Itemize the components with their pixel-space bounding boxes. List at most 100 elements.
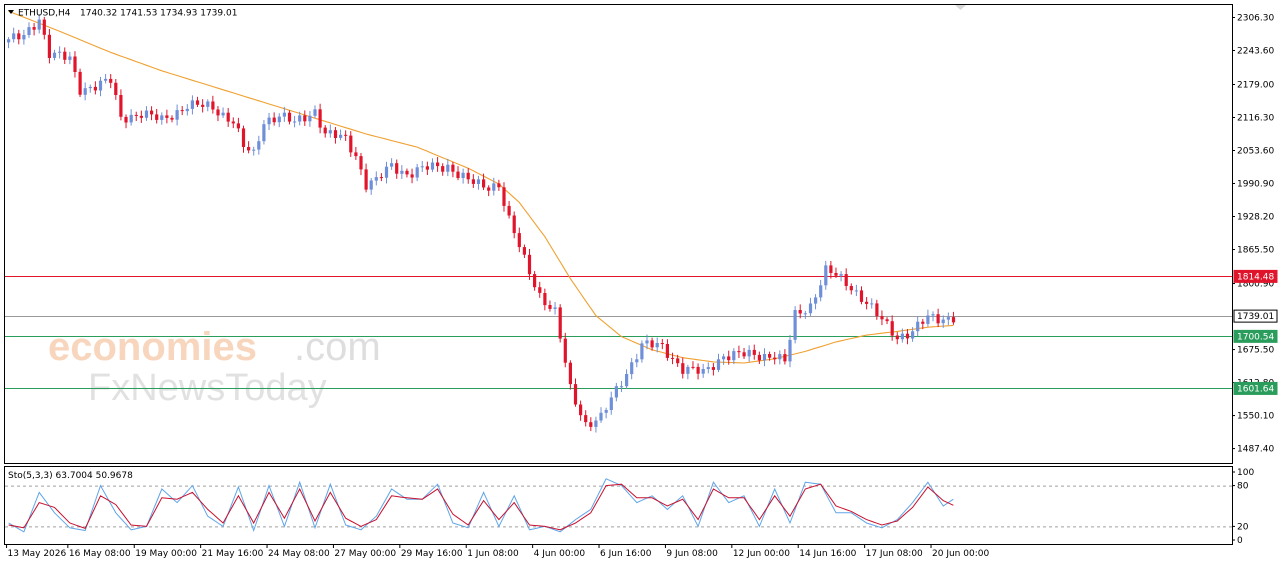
candle bbox=[916, 316, 920, 337]
candle-body bbox=[660, 343, 664, 344]
candle bbox=[47, 29, 51, 64]
time-tick-label: 14 Jun 16:00 bbox=[799, 549, 856, 559]
candle bbox=[875, 299, 879, 320]
candle bbox=[522, 244, 526, 258]
candle-body bbox=[160, 115, 164, 120]
candle bbox=[420, 161, 424, 173]
candle bbox=[124, 114, 128, 129]
candle bbox=[446, 158, 450, 177]
candle-body bbox=[318, 109, 322, 128]
candle bbox=[93, 81, 97, 95]
time-tick-label: 24 May 08:00 bbox=[268, 549, 330, 559]
candle bbox=[400, 165, 404, 179]
candle-body bbox=[727, 356, 731, 361]
candle bbox=[737, 345, 741, 358]
candle-body bbox=[533, 274, 537, 288]
candle bbox=[293, 115, 297, 128]
candle bbox=[52, 49, 57, 61]
watermark-dotcom: .com bbox=[294, 325, 381, 369]
candle bbox=[819, 279, 823, 302]
candle-body bbox=[834, 273, 838, 276]
candle-body bbox=[369, 180, 373, 190]
candle bbox=[589, 417, 593, 432]
stochastic-oscillator: 100 80 20 0 bbox=[5, 468, 1254, 546]
candle bbox=[114, 78, 118, 100]
candle bbox=[226, 107, 230, 127]
candle bbox=[533, 271, 537, 291]
candle-body bbox=[645, 340, 649, 344]
candle-body bbox=[78, 71, 82, 95]
price-tick-label: 1990.90 bbox=[1237, 180, 1274, 190]
candle bbox=[676, 354, 680, 367]
candle bbox=[63, 47, 67, 65]
candle bbox=[568, 360, 572, 390]
candle bbox=[543, 288, 547, 311]
candle-body bbox=[916, 321, 920, 332]
candle-body bbox=[277, 116, 281, 123]
candle-body bbox=[522, 247, 526, 255]
stochastic-main-line bbox=[8, 478, 954, 533]
candle bbox=[7, 37, 11, 49]
price-tick-label: 1865.50 bbox=[1237, 246, 1274, 256]
candle bbox=[134, 111, 138, 122]
candle bbox=[640, 340, 644, 363]
candle-body bbox=[691, 366, 695, 368]
candle bbox=[773, 351, 777, 365]
candle-body bbox=[247, 147, 251, 151]
candle-body bbox=[655, 343, 659, 348]
candle bbox=[195, 96, 200, 107]
candle bbox=[313, 105, 317, 119]
candle-body bbox=[783, 354, 787, 362]
candle bbox=[778, 350, 782, 365]
candle-body bbox=[267, 117, 271, 125]
price-axis: 2306.30 2243.60 2179.00 2116.30 2053.60 1990.… bbox=[1232, 13, 1278, 455]
candle bbox=[175, 104, 179, 126]
candle bbox=[482, 173, 486, 191]
candle-body bbox=[328, 130, 332, 134]
candle bbox=[211, 95, 215, 114]
level-price-tag-label: 1700.54 bbox=[1237, 332, 1274, 342]
candle-body bbox=[293, 121, 297, 123]
candle bbox=[170, 115, 174, 123]
candle bbox=[716, 353, 721, 373]
candle-body bbox=[936, 314, 940, 324]
candle-body bbox=[604, 410, 608, 413]
candle bbox=[788, 334, 792, 368]
candle-body bbox=[548, 305, 552, 309]
candle-body bbox=[824, 265, 828, 286]
time-tick-label: 4 Jun 00:00 bbox=[534, 549, 586, 559]
candle-body bbox=[517, 233, 521, 248]
stochastic-tick-label: 20 bbox=[1237, 522, 1249, 532]
candle bbox=[190, 95, 194, 115]
candle bbox=[849, 283, 853, 295]
dropdown-triangle-icon[interactable] bbox=[8, 10, 14, 14]
level-price-tag bbox=[1233, 381, 1278, 395]
candle-body bbox=[83, 88, 87, 95]
candle bbox=[911, 327, 915, 342]
candle bbox=[32, 22, 36, 36]
candle bbox=[410, 168, 414, 184]
candle bbox=[502, 182, 506, 212]
candle-body bbox=[778, 354, 782, 360]
chart-header[interactable]: ETHUSD,H4 1740.32 1741.53 1734.93 1739.0… bbox=[8, 9, 237, 19]
candle bbox=[670, 352, 675, 365]
candlesticks bbox=[7, 14, 956, 433]
candle-body bbox=[773, 357, 777, 360]
candle bbox=[844, 268, 848, 291]
candle bbox=[267, 112, 271, 131]
candle-body bbox=[706, 367, 710, 369]
candle-body bbox=[558, 307, 562, 339]
candle-body bbox=[931, 314, 935, 316]
candle-body bbox=[313, 109, 317, 116]
candle bbox=[553, 302, 557, 315]
candle-body bbox=[762, 354, 767, 361]
scroll-marker-icon[interactable] bbox=[955, 5, 966, 10]
candle-body bbox=[722, 356, 726, 360]
candle-body bbox=[155, 114, 159, 120]
candle bbox=[415, 163, 419, 182]
candle-body bbox=[466, 172, 470, 180]
candle bbox=[584, 410, 588, 427]
candle bbox=[655, 337, 659, 353]
candle-body bbox=[711, 367, 715, 370]
candle-body bbox=[63, 51, 67, 60]
